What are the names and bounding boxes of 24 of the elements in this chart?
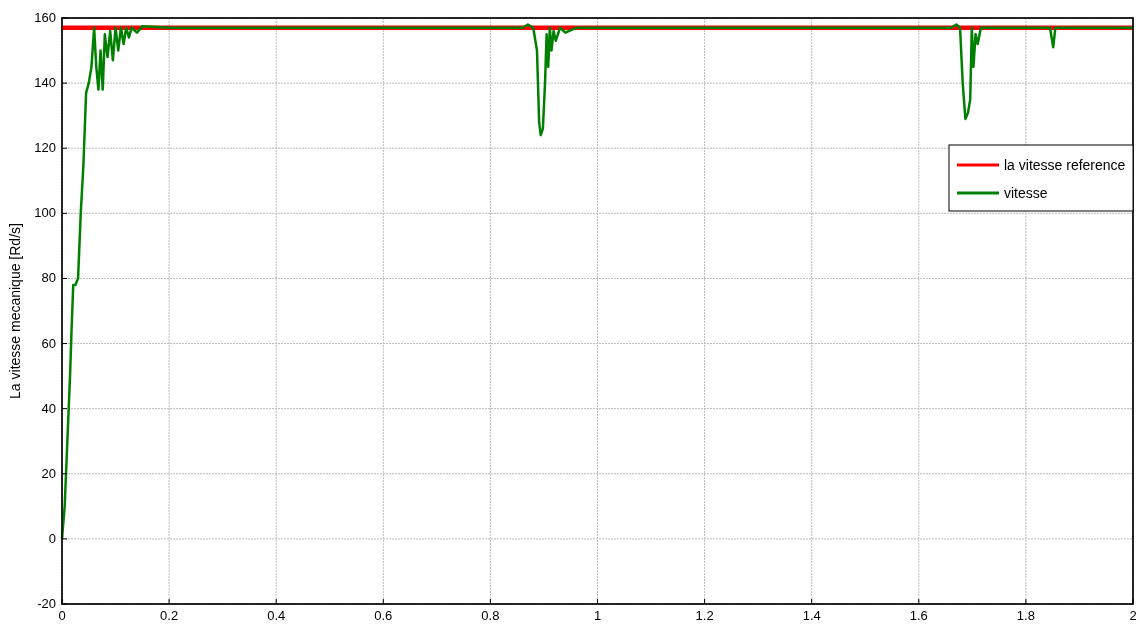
y-tick-label: 120 xyxy=(34,140,56,156)
legend-label: la vitesse reference xyxy=(1004,157,1126,173)
y-tick-label: 160 xyxy=(34,10,56,25)
x-tick-label: 1.8 xyxy=(1016,608,1035,623)
y-tick-label: 100 xyxy=(34,205,56,221)
x-tick-label: 0.2 xyxy=(160,608,179,623)
legend-label: vitesse xyxy=(1004,185,1048,201)
x-tick-label: 1.4 xyxy=(802,608,821,623)
x-tick-label: 0.6 xyxy=(374,608,393,623)
x-tick-label: 1.2 xyxy=(695,608,714,623)
x-tick-label: 1 xyxy=(593,608,602,623)
y-tick-label: 60 xyxy=(41,335,56,351)
y-tick-label: 0 xyxy=(48,530,56,546)
x-tick-label: 0 xyxy=(58,608,66,623)
y-tick-label: 20 xyxy=(41,465,56,481)
y-tick-label: 80 xyxy=(41,270,56,286)
y-tick-label: 40 xyxy=(41,400,56,416)
x-tick-label: 0.8 xyxy=(481,608,500,623)
x-tick-label: 1.6 xyxy=(909,608,928,623)
x-tick-label: 2 xyxy=(1129,608,1137,623)
y-tick-label: -20 xyxy=(37,596,56,611)
x-tick-label: 0.4 xyxy=(267,608,286,623)
y-tick-label: 140 xyxy=(34,75,56,91)
y-axis-title: La vitesse mecanique [Rd/s] xyxy=(7,223,23,399)
